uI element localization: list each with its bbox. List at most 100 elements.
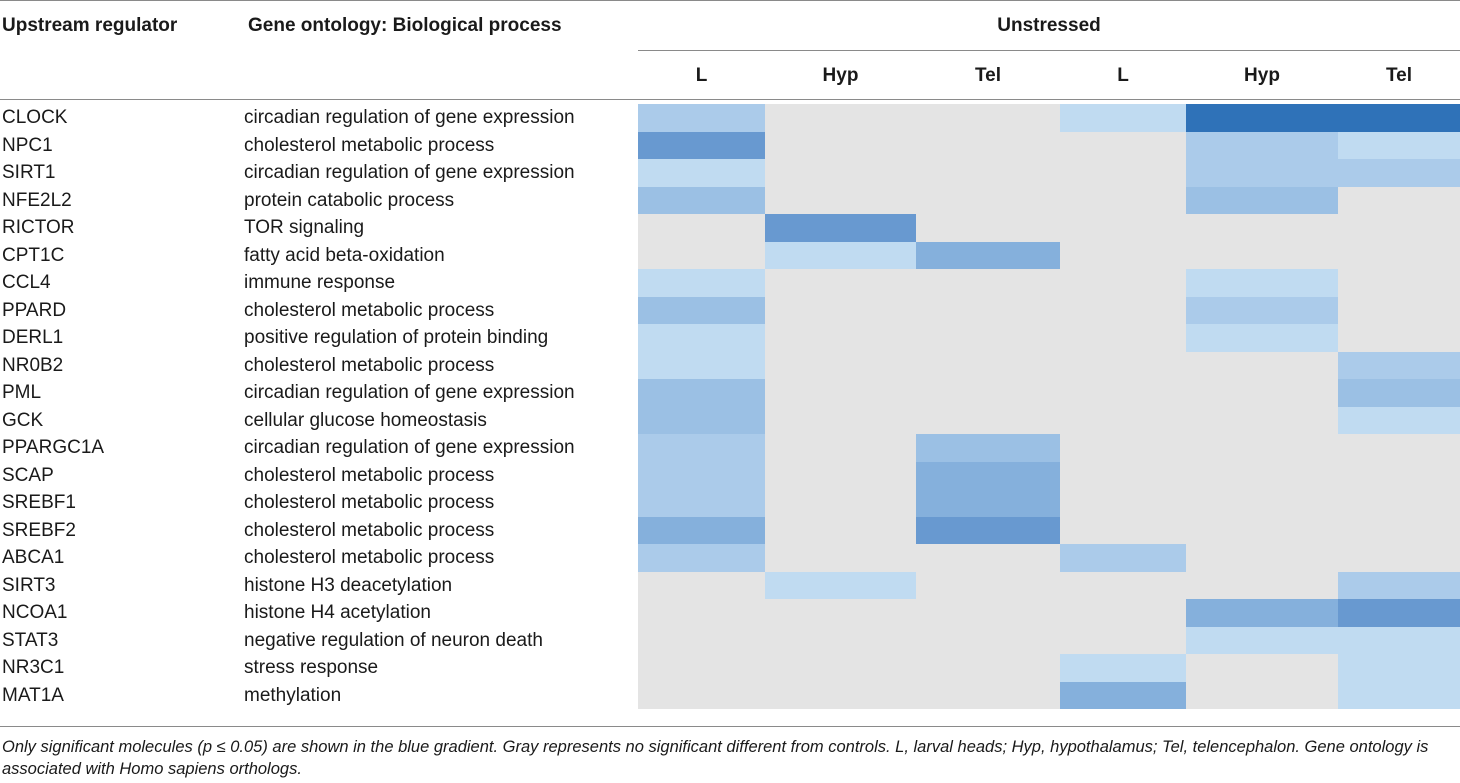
heatmap-cell bbox=[916, 516, 1060, 544]
heatmap-cell bbox=[638, 544, 765, 572]
regulator-name: SREBF2 bbox=[2, 519, 76, 541]
heatmap-cell bbox=[1186, 626, 1338, 654]
heatmap-cell bbox=[1060, 571, 1186, 599]
heatmap-cell bbox=[765, 544, 916, 572]
heatmap-cell bbox=[638, 269, 765, 297]
heatmap-cell bbox=[916, 681, 1060, 709]
heatmap-cell bbox=[916, 571, 1060, 599]
biological-process: cholesterol metabolic process bbox=[244, 134, 495, 156]
subheader-row: L Hyp Tel L Hyp Tel bbox=[638, 64, 1460, 88]
table-row: NR3C1 stress response bbox=[0, 654, 1460, 682]
heatmap-cell bbox=[765, 186, 916, 214]
heatmap-cell bbox=[1186, 544, 1338, 572]
heatmap-cell bbox=[1060, 544, 1186, 572]
heatmap-cell bbox=[1186, 241, 1338, 269]
table-top-rule bbox=[0, 0, 1460, 1]
table-row: CPT1C fatty acid beta-oxidation bbox=[0, 241, 1460, 269]
heatmap-cell bbox=[1186, 186, 1338, 214]
heatmap-cell bbox=[1338, 269, 1460, 297]
biological-process: cholesterol metabolic process bbox=[244, 354, 495, 376]
biological-process: TOR signaling bbox=[244, 217, 365, 238]
column-header-sample: Hyp bbox=[1244, 65, 1280, 86]
heatmap-cell bbox=[916, 379, 1060, 407]
heatmap-cell bbox=[1186, 214, 1338, 242]
regulator-name: SIRT1 bbox=[2, 162, 56, 183]
table-row: CCL4 immune response bbox=[0, 269, 1460, 297]
heatmap-cell bbox=[916, 434, 1060, 462]
biological-process: positive regulation of protein binding bbox=[244, 327, 549, 348]
heatmap-cell bbox=[916, 186, 1060, 214]
heatmap-cell bbox=[1338, 489, 1460, 517]
heatmap-cell bbox=[1186, 406, 1338, 434]
regulator-name: NFE2L2 bbox=[2, 189, 72, 211]
heatmap-cell bbox=[1186, 324, 1338, 352]
heatmap-cell bbox=[1060, 324, 1186, 352]
table-row: DERL1 positive regulation of protein bind… bbox=[0, 324, 1460, 352]
heatmap-cell bbox=[1060, 461, 1186, 489]
heatmap-cell bbox=[1060, 131, 1186, 159]
biological-process: methylation bbox=[244, 684, 342, 706]
biological-process: circadian regulation of gene expression bbox=[244, 162, 575, 183]
heatmap-cell bbox=[1186, 379, 1338, 407]
heatmap-cell bbox=[916, 654, 1060, 682]
heatmap-cell bbox=[1186, 131, 1338, 159]
regulator-name: PPARD bbox=[2, 299, 67, 321]
heatmap-cell bbox=[1186, 516, 1338, 544]
heatmap-cell bbox=[638, 159, 765, 187]
heatmap-cell bbox=[765, 489, 916, 517]
column-header-sample: Hyp bbox=[822, 65, 859, 86]
heatmap-cell bbox=[1338, 214, 1460, 242]
heatmap-cell bbox=[765, 269, 916, 297]
biological-process: fatty acid beta-oxidation bbox=[244, 244, 445, 266]
heatmap-cell bbox=[1338, 626, 1460, 654]
heatmap-cell bbox=[1338, 241, 1460, 269]
table-row: CLOCK circadian regulation of gene expres… bbox=[0, 104, 1460, 132]
heatmap-cell bbox=[765, 296, 916, 324]
heatmap-cell bbox=[638, 599, 765, 627]
biological-process: cholesterol metabolic process bbox=[244, 547, 495, 568]
heatmap-cell bbox=[1338, 159, 1460, 187]
heatmap-cell bbox=[765, 461, 916, 489]
heatmap-cell bbox=[1338, 379, 1460, 407]
heatmap-cell bbox=[1060, 296, 1186, 324]
heatmap-cell bbox=[1338, 351, 1460, 379]
heatmap-cell bbox=[765, 131, 916, 159]
heatmap-cell bbox=[1338, 434, 1460, 462]
heatmap-cell bbox=[638, 186, 765, 214]
heatmap-cell bbox=[1186, 296, 1338, 324]
heatmap-cell bbox=[638, 241, 765, 269]
regulator-name: MAT1A bbox=[2, 684, 64, 706]
heatmap-cell bbox=[1060, 214, 1186, 242]
heatmap-cell bbox=[1338, 186, 1460, 214]
heatmap-cell bbox=[638, 131, 765, 159]
heatmap-cell bbox=[1186, 104, 1338, 132]
table-row: ABCA1 cholesterol metabolic process bbox=[0, 544, 1460, 572]
biological-process: histone H3 deacetylation bbox=[244, 574, 453, 596]
regulator-name: NR3C1 bbox=[2, 657, 65, 678]
heatmap-cell bbox=[1060, 406, 1186, 434]
header-rule bbox=[0, 99, 1460, 100]
heatmap-cell bbox=[1060, 269, 1186, 297]
column-header-regulator: Upstream regulator bbox=[2, 15, 178, 36]
heatmap-cell bbox=[916, 599, 1060, 627]
biological-process: cholesterol metabolic process bbox=[244, 299, 495, 321]
heatmap-cell bbox=[1338, 516, 1460, 544]
heatmap-cell bbox=[765, 214, 916, 242]
heatmap-cell bbox=[765, 104, 916, 132]
column-group-header: Unstressed bbox=[997, 15, 1101, 36]
table-row: NPC1 cholesterol metabolic process bbox=[0, 131, 1460, 159]
heatmap-cell bbox=[916, 214, 1060, 242]
heatmap-cell bbox=[638, 214, 765, 242]
heatmap-cell bbox=[765, 434, 916, 462]
biological-process: immune response bbox=[244, 272, 396, 293]
heatmap-cell bbox=[1060, 104, 1186, 132]
regulator-name: NPC1 bbox=[2, 134, 53, 156]
table-row: RICTOR TOR signaling bbox=[0, 214, 1460, 242]
regulator-name: NCOA1 bbox=[2, 602, 68, 623]
heatmap-cell bbox=[765, 626, 916, 654]
heatmap-cell bbox=[765, 324, 916, 352]
column-header-sample: Tel bbox=[974, 65, 1002, 86]
heatmap-cell bbox=[765, 654, 916, 682]
heatmap-cell bbox=[916, 626, 1060, 654]
heatmap-cell bbox=[765, 516, 916, 544]
